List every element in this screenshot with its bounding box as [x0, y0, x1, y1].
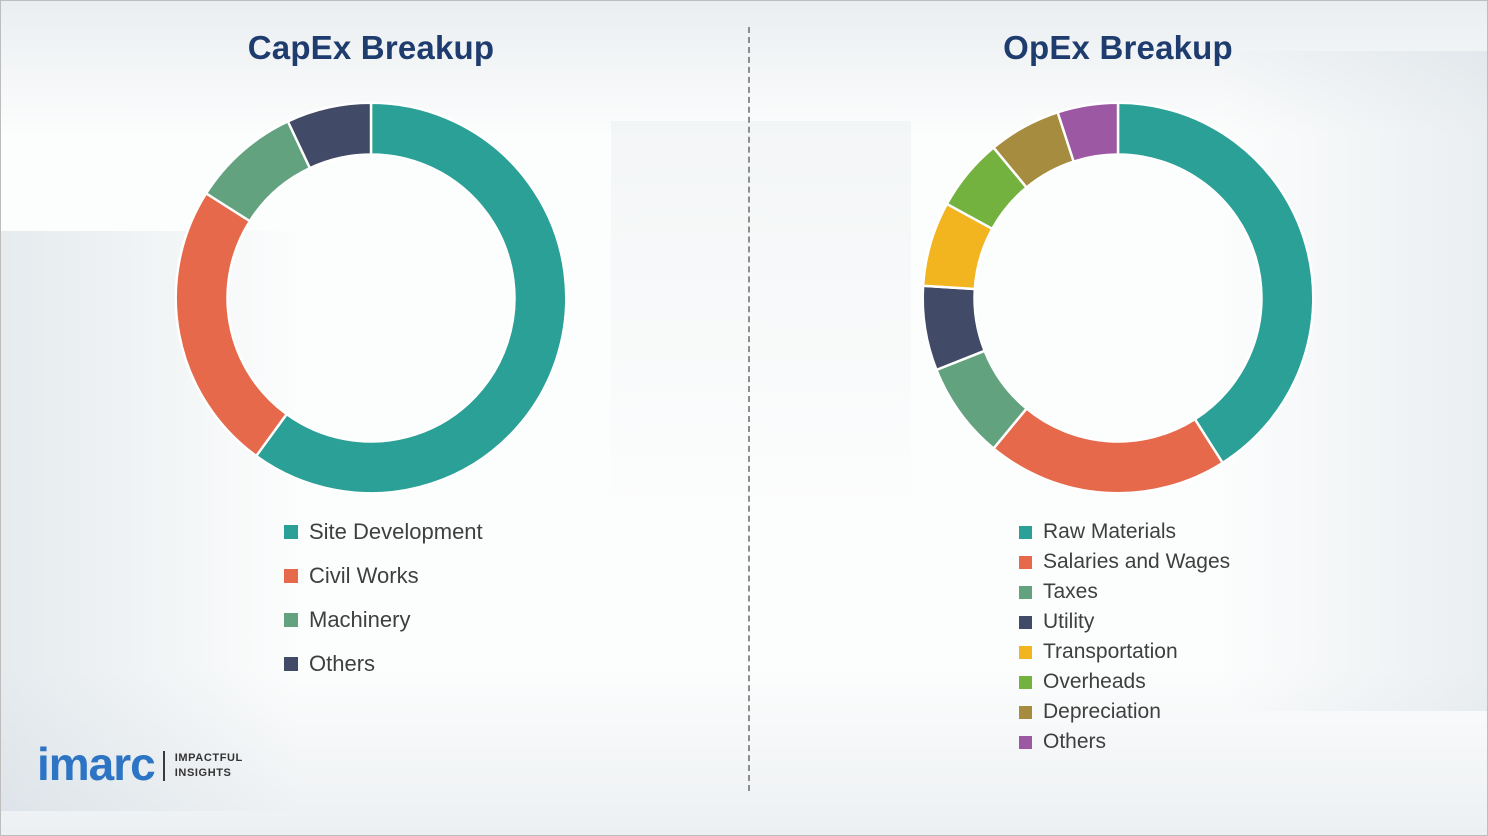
donut-segment-others [1056, 101, 1120, 163]
legend-label: Transportation [1043, 640, 1178, 663]
legend-label: Others [309, 651, 376, 676]
imarc-logo: imarc IMPACTFUL INSIGHTS [37, 741, 243, 787]
legend-item: Overheads [1019, 670, 1230, 694]
opex-legend: Raw Materials Salaries and Wages Taxes Util… [1019, 520, 1230, 760]
legend-label: Overheads [1043, 670, 1146, 693]
logo-tagline-line2: INSIGHTS [174, 767, 232, 779]
opex-title: OpEx Breakup [1003, 29, 1233, 66]
legend-label: Utility [1043, 610, 1095, 633]
legend-label: Civil Works [309, 563, 419, 588]
logo-tagline-line1: IMPACTFUL [174, 752, 243, 765]
donut-segment-site-development [255, 101, 568, 495]
legend-swatch [284, 568, 298, 583]
legend-label: Salaries and Wages [1043, 550, 1231, 573]
legend-item: Site Development [284, 519, 483, 544]
legend-item: Raw Materials [1019, 520, 1230, 544]
logo-divider-bar [162, 751, 165, 781]
legend-swatch [1019, 615, 1032, 629]
donut-segment-raw-materials [1116, 101, 1315, 465]
legend-swatch [284, 656, 298, 671]
logo-tagline: IMPACTFUL INSIGHTS [175, 751, 243, 781]
legend-label: Depreciation [1043, 700, 1161, 723]
imarc-logo-text: imarc [37, 738, 156, 790]
capex-legend: Site Development Civil Works Machinery Othe… [284, 519, 483, 695]
donut-segment-civil-works [174, 192, 288, 458]
legend-item: Utility [1019, 610, 1230, 634]
legend-swatch [1019, 645, 1032, 659]
legend-item: Others [284, 651, 483, 676]
capex-donut-chart [174, 101, 568, 495]
legend-item: Others [1019, 730, 1230, 754]
legend-item: Civil Works [284, 563, 483, 588]
legend-swatch [1019, 735, 1032, 749]
legend-swatch [1019, 675, 1032, 689]
legend-item: Machinery [284, 607, 483, 632]
legend-swatch [1019, 585, 1032, 599]
legend-item: Salaries and Wages [1019, 550, 1230, 574]
capex-title: CapEx Breakup [247, 29, 495, 66]
opex-donut-chart [921, 101, 1315, 495]
legend-item: Depreciation [1019, 700, 1230, 724]
legend-swatch [1019, 705, 1032, 719]
donut-segment-salaries-and-wages [992, 407, 1224, 495]
legend-label: Site Development [309, 519, 483, 544]
legend-label: Others [1043, 730, 1107, 753]
panel-divider [748, 27, 750, 791]
legend-swatch [1019, 555, 1032, 569]
donut-segment-others [286, 101, 373, 170]
legend-swatch [284, 524, 298, 539]
legend-item: Transportation [1019, 640, 1230, 664]
legend-label: Machinery [309, 607, 411, 632]
legend-label: Raw Materials [1043, 520, 1177, 543]
legend-swatch [1019, 525, 1032, 539]
background-watermark [611, 121, 911, 681]
legend-label: Taxes [1043, 580, 1098, 603]
legend-swatch [284, 612, 298, 627]
legend-item: Taxes [1019, 580, 1230, 604]
